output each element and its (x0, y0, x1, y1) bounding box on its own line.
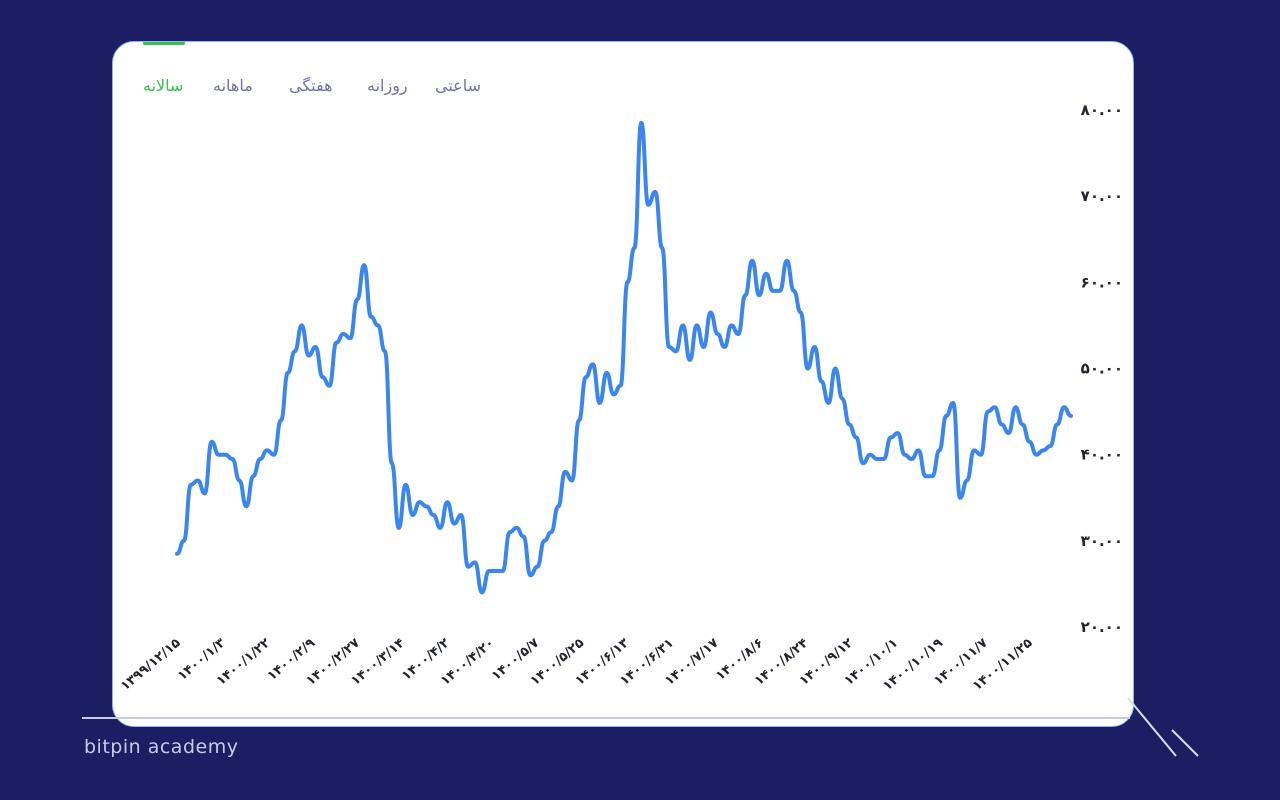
y-tick-label: ۶۰.۰۰ (1081, 273, 1123, 291)
tab-yearly[interactable]: سالانه (143, 76, 184, 95)
tab-weekly[interactable]: هفتگی (289, 76, 333, 95)
y-tick-label: ۵۰.۰۰ (1081, 360, 1123, 378)
price-series-line (175, 120, 1073, 595)
timeframe-tabs: ساعتی روزانه هفتگی ماهانه سالانه (143, 76, 1133, 106)
decorative-lines-icon (1127, 697, 1199, 757)
active-tab-indicator (143, 42, 185, 45)
y-tick-label: ۲۰.۰۰ (1081, 618, 1123, 636)
price-line-chart: ۲۰.۰۰ ۳۰.۰۰ ۴۰.۰۰ ۵۰.۰۰ ۶۰.۰۰ ۷۰.۰۰ ۸۰.۰۰ ۱۳۹۹… (118, 101, 1123, 694)
chart-card: ساعتی روزانه هفتگی ماهانه سالانه ۲۰.۰۰ ۳۰… (112, 41, 1134, 727)
footer-divider (82, 717, 1130, 719)
y-axis-ticks: ۲۰.۰۰ ۳۰.۰۰ ۴۰.۰۰ ۵۰.۰۰ ۶۰.۰۰ ۷۰.۰۰ ۸۰.۰۰ (1081, 101, 1123, 636)
tab-monthly[interactable]: ماهانه (213, 76, 253, 95)
x-tick-label: ۱۳۹۹/۱۲/۱۵ (118, 636, 184, 694)
y-tick-label: ۳۰.۰۰ (1081, 532, 1123, 550)
y-tick-label: ۴۰.۰۰ (1081, 446, 1123, 464)
x-axis-ticks: ۱۳۹۹/۱۲/۱۵۱۴۰۰/۱/۳۱۴۰۰/۱/۲۲۱۴۰۰/۲/۹۱۴۰۰/… (118, 636, 1036, 694)
tab-daily[interactable]: روزانه (367, 76, 408, 95)
y-tick-label: ۷۰.۰۰ (1081, 187, 1123, 205)
y-tick-label: ۸۰.۰۰ (1081, 101, 1123, 119)
brand-label: bitpin academy (84, 736, 239, 758)
tab-hourly[interactable]: ساعتی (435, 76, 481, 95)
